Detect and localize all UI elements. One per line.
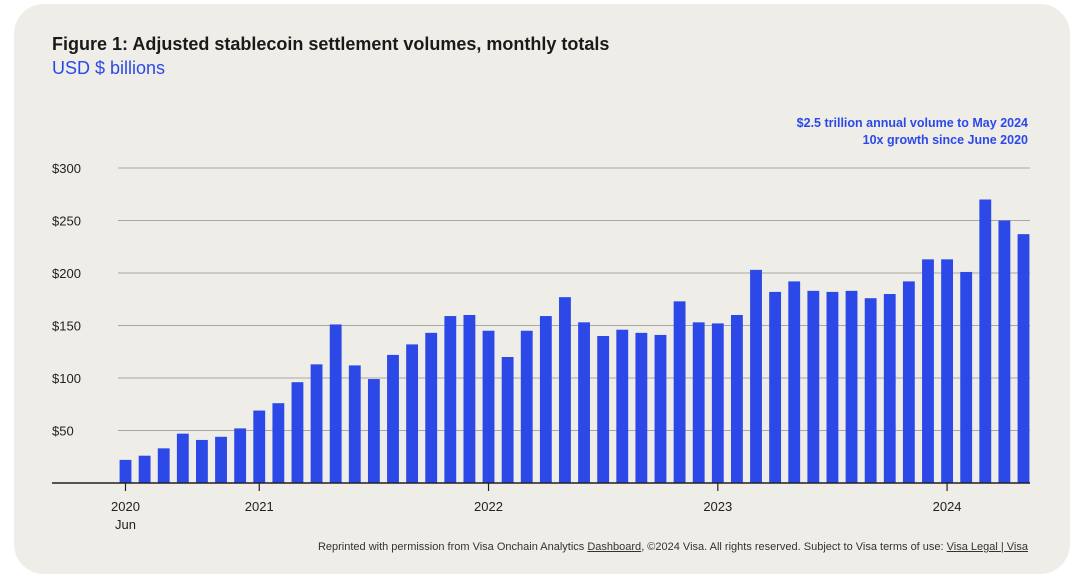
bar-2021-08 [387,354,399,483]
bar-2021-12 [463,315,476,483]
chart-title: Figure 1: Adjusted stablecoin settlement… [52,34,610,54]
bar-2021-05 [329,324,342,483]
bar-2020-12 [234,428,247,483]
bar-2023-05 [788,281,801,483]
x-tick-label-2020: 2020 [111,499,140,514]
x-tick-sublabel: Jun [115,517,136,532]
footer-credit: Reprinted with permission from Visa Onch… [318,541,1028,553]
annotation-line-1: $2.5 trillion annual volume to May 2024 [796,116,1028,130]
bar-2020-11 [215,436,227,483]
bar-2021-07 [367,379,380,483]
bar-2023-07 [826,291,839,483]
bar-2021-02 [272,403,285,483]
bar-2022-10 [654,334,667,483]
bar-2023-03 [750,269,762,483]
x-tick-label-2023: 2023 [703,499,732,514]
bar-2023-01 [711,323,724,483]
bar-2022-07 [597,336,610,483]
bar-2022-01 [482,330,495,483]
bar-2021-03 [291,382,304,483]
bar-2020-06 [119,459,132,483]
bar-2021-04 [310,364,323,483]
bar-2022-03 [520,330,533,483]
bar-2024-05 [1017,234,1030,483]
y-tick-label: $100 [52,371,81,386]
bar-2022-02 [501,357,514,483]
bar-2020-07 [138,455,151,483]
bar-2022-05 [559,297,571,483]
bar-2023-06 [807,290,820,483]
y-tick-label: $250 [52,214,81,229]
bar-2021-10 [425,332,438,483]
bar-2022-11 [673,301,686,483]
bar-2021-09 [406,344,419,483]
bar-2023-02 [730,315,743,483]
x-tick-label-2021: 2021 [245,499,274,514]
y-tick-label: $300 [52,161,81,176]
bar-2020-10 [196,439,208,483]
x-tick-label-2024: 2024 [933,499,962,514]
bar-2021-06 [348,365,361,483]
dashboard-link[interactable]: Dashboard [587,541,642,553]
bar-2022-08 [616,329,629,483]
bar-2023-10 [883,294,896,483]
bar-2023-12 [922,259,934,483]
bar-2023-04 [769,291,782,483]
bar-2023-09 [864,298,877,483]
bar-2022-04 [539,316,552,483]
bar-2020-08 [157,448,170,483]
bar-2023-08 [845,290,858,483]
y-tick-label: $50 [52,424,74,439]
bar-2024-02 [960,271,973,483]
chart-subtitle: USD $ billions [52,58,166,78]
bar-2021-11 [444,316,457,483]
x-tick-label-2022: 2022 [474,499,503,514]
bar-2024-04 [998,220,1011,483]
footer-text-2: , ©2024 Visa. All rights reserved. Subje… [641,541,947,553]
bar-2022-09 [635,332,648,483]
y-tick-label: $200 [52,266,81,281]
annotation-line-2: 10x growth since June 2020 [862,133,1028,147]
bar-2021-01 [253,410,266,483]
bar-2020-09 [176,433,189,483]
bar-2024-01 [941,259,953,483]
bar-2022-12 [692,322,705,483]
bar-2023-11 [902,281,915,483]
footer-text-1: Reprinted with permission from Visa Onch… [317,541,588,553]
y-tick-label: $150 [52,319,81,334]
bar-2024-03 [979,199,992,483]
bar-2022-06 [578,322,590,483]
visa-legal-link[interactable]: Visa Legal | Visa [946,541,1028,553]
